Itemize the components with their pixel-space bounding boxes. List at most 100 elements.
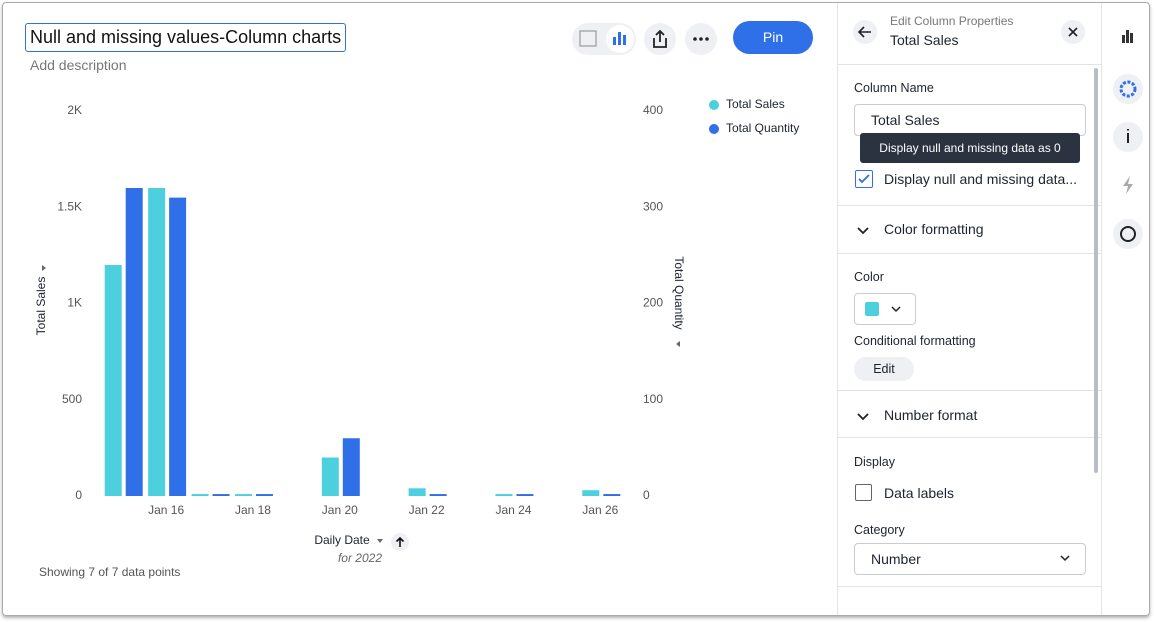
bar [321,457,339,496]
flash-tab[interactable] [1123,176,1133,194]
r-tab[interactable] [1113,219,1143,249]
axis-caret [42,265,46,271]
legend-marker [709,124,719,134]
sidebar-icons [1113,30,1143,249]
check-icon [858,174,870,184]
bar [342,438,360,496]
conditional-label: Conditional formatting [854,334,976,348]
bar [255,494,273,496]
section-divider [837,586,1101,587]
x-tick-label: Jan 22 [409,503,445,517]
chevron [857,413,869,421]
share-button[interactable] [644,23,676,55]
section-divider [837,390,1101,391]
bar [169,197,187,496]
sort-arrow [395,536,405,547]
chevron [891,306,901,313]
y-tick-label: 100 [643,392,663,406]
display-label: Display [854,455,895,469]
pin-button[interactable]: Pin [733,21,813,54]
bar [212,494,230,496]
edit-button[interactable]: Edit [854,357,914,381]
panel-divider [837,3,838,615]
chart-icon [613,32,626,45]
sort-caret[interactable] [377,539,383,543]
null-checkbox-label: Display null and missing data... [884,171,1077,187]
bar [125,188,143,496]
y-tick-label: 0 [643,488,650,502]
color-section[interactable]: Color formatting [884,221,984,237]
category-select[interactable]: Number [854,543,1086,575]
color-swatch [865,302,879,316]
y-tick-label: 500 [62,392,82,406]
y-tick-label: 300 [643,199,663,213]
y-tick-label: 2K [67,103,82,117]
sidebar-divider [1101,3,1102,615]
chart-tab[interactable] [1122,30,1133,43]
bar [495,494,513,496]
description[interactable]: Add description [30,57,127,73]
section-divider [837,64,1101,65]
chart: Total Sales Total Quantity Daily Date fo… [34,97,799,579]
footer-note: Showing 7 of 7 data points [39,565,180,579]
bar [148,188,166,496]
legend-marker [709,100,719,110]
y-tick-label: 200 [643,296,663,310]
chevron [857,227,869,235]
more-icon [693,37,709,41]
legend-label: Total Quantity [726,121,799,135]
column-name-input[interactable]: Total Sales [854,104,1086,136]
y-tick-label: 0 [75,488,82,502]
category-label: Category [854,523,905,537]
column-name-label: Column Name [854,81,934,95]
y-tick-label: 1K [67,296,82,310]
bar [516,494,534,496]
data-labels-checkbox[interactable] [855,484,872,501]
tooltip: Display null and missing data as 0 [860,133,1080,163]
section-divider [837,253,1101,254]
more-button[interactable] [685,23,717,55]
bar [234,494,252,496]
x-tick-label: Jan 16 [148,503,184,517]
toggle-icons [579,25,634,53]
y2-axis-label: Total Quantity [672,256,686,329]
x-tick-label: Jan 24 [495,503,531,517]
bar [104,265,122,496]
null-checkbox[interactable] [855,170,873,188]
x-tick-label: Jan 18 [235,503,271,517]
bar [408,488,426,496]
number-section[interactable]: Number format [884,407,978,423]
chevron [1060,555,1070,562]
bar [429,494,447,496]
gear-icon [1119,80,1137,98]
axis-caret [676,341,680,347]
bar [191,494,209,496]
table-icon [579,30,597,47]
back-icon [857,26,871,38]
panel-subtitle: Edit Column Properties [890,14,1014,28]
section-divider [837,437,1101,438]
color-picker[interactable] [854,293,916,325]
y-tick-label: 400 [643,103,663,117]
x-axis-label: Daily Date [314,533,370,547]
close-icon [1068,27,1078,37]
y-tick-label: 1.5K [57,199,82,213]
close-button[interactable] [1061,20,1085,44]
scrollbar[interactable] [1094,68,1098,473]
panel-title: Total Sales [890,32,959,48]
color-label: Color [854,270,884,284]
bar [582,490,600,496]
bar [603,494,621,496]
section-divider [837,205,1101,206]
settings-tab[interactable] [1113,74,1143,104]
back-button[interactable] [853,20,877,44]
x-axis-sublabel: for 2022 [338,551,382,565]
r-icon [1120,226,1136,242]
share-icon [653,29,667,48]
view-toggle[interactable] [572,23,636,55]
title-input[interactable]: Null and missing values-Column charts [25,23,347,52]
y-axis-label: Total Sales [34,277,48,336]
legend-label: Total Sales [726,97,785,111]
data-labels-label: Data labels [884,485,955,501]
